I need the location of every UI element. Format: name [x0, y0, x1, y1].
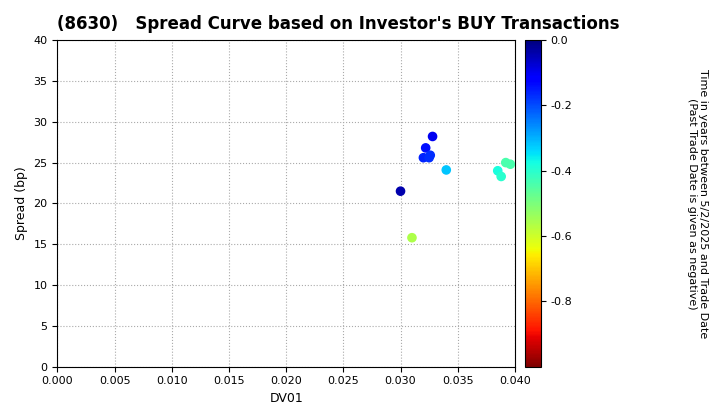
Point: [495, 173, 507, 180]
Text: (8630)   Spread Curve based on Investor's BUY Transactions: (8630) Spread Curve based on Investor's …: [58, 15, 620, 33]
Point: [427, 133, 438, 140]
Y-axis label: Spread (bp): Spread (bp): [15, 167, 28, 240]
Point: [492, 168, 503, 174]
Point: [418, 154, 429, 161]
Point: [505, 161, 516, 168]
Point: [441, 167, 452, 173]
Point: [500, 159, 511, 166]
Point: [406, 234, 418, 241]
Point: [420, 144, 431, 151]
Point: [425, 152, 436, 159]
Y-axis label: Time in years between 5/2/2025 and Trade Date
(Past Trade Date is given as negat: Time in years between 5/2/2025 and Trade…: [687, 69, 708, 338]
Point: [395, 188, 406, 194]
X-axis label: DV01: DV01: [269, 392, 303, 405]
Point: [423, 154, 435, 161]
